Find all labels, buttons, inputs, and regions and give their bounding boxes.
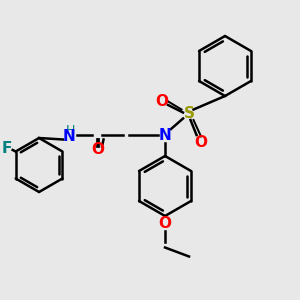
Text: O: O: [91, 142, 104, 158]
Text: F: F: [2, 141, 12, 156]
Text: N: N: [63, 129, 75, 144]
Text: O: O: [194, 135, 208, 150]
Text: H: H: [66, 124, 75, 137]
Text: O: O: [155, 94, 169, 110]
Text: N: N: [159, 128, 171, 142]
Text: S: S: [184, 106, 194, 122]
Text: O: O: [158, 216, 172, 231]
